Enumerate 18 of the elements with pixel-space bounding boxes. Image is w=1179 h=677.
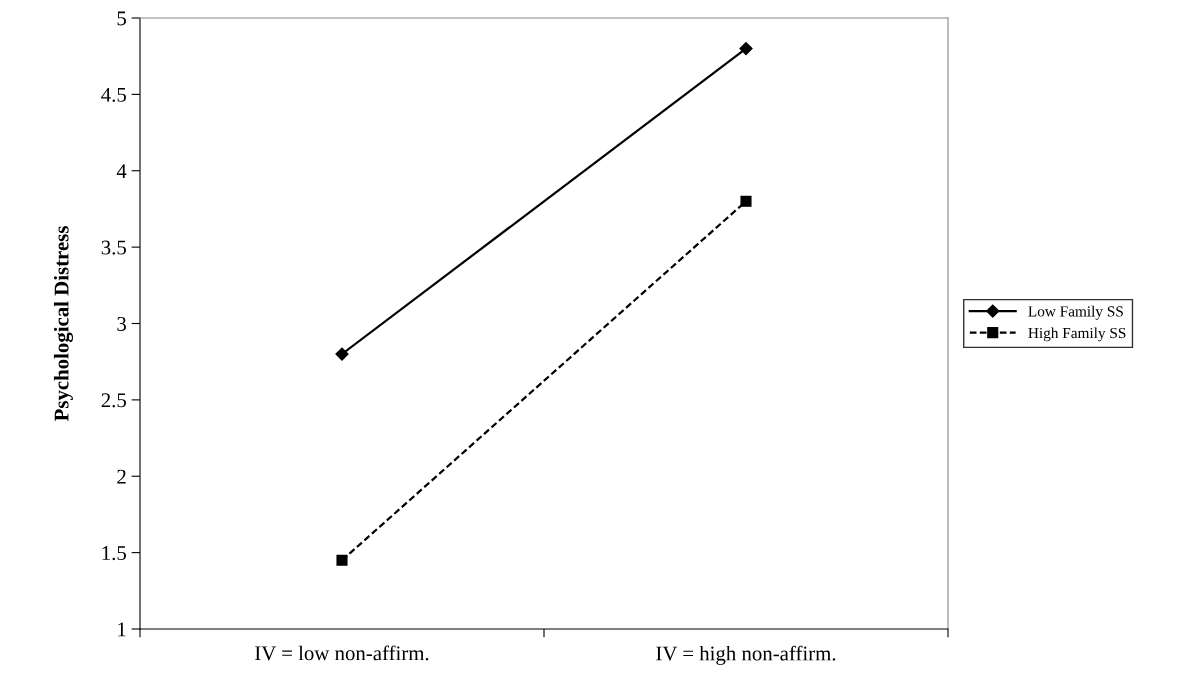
y-tick-label: 5 <box>117 11 126 26</box>
x-tick-label: IV = low non-affirm. <box>255 645 429 661</box>
y-tick-label: 1.5 <box>102 546 126 561</box>
point <box>740 195 752 207</box>
y-tick-label: 1 <box>118 622 126 637</box>
y-tick-label: 3 <box>117 316 126 331</box>
point <box>335 347 349 361</box>
y-tick-label: 2 <box>117 469 126 484</box>
point <box>336 554 348 566</box>
y-tick-label: 3.5 <box>101 240 126 255</box>
y-tick-label: 4.5 <box>101 87 126 102</box>
legend-label: High Family SS <box>1028 327 1126 342</box>
y-tick-label: 2.5 <box>101 393 126 408</box>
x-tick-label: IV = high non-affirm. <box>656 645 836 665</box>
y-axis-title: Psychological Distress <box>53 226 73 422</box>
legend-label: Low Family SS <box>1028 305 1123 320</box>
point <box>739 41 753 56</box>
y-tick-label: 4 <box>116 164 127 178</box>
